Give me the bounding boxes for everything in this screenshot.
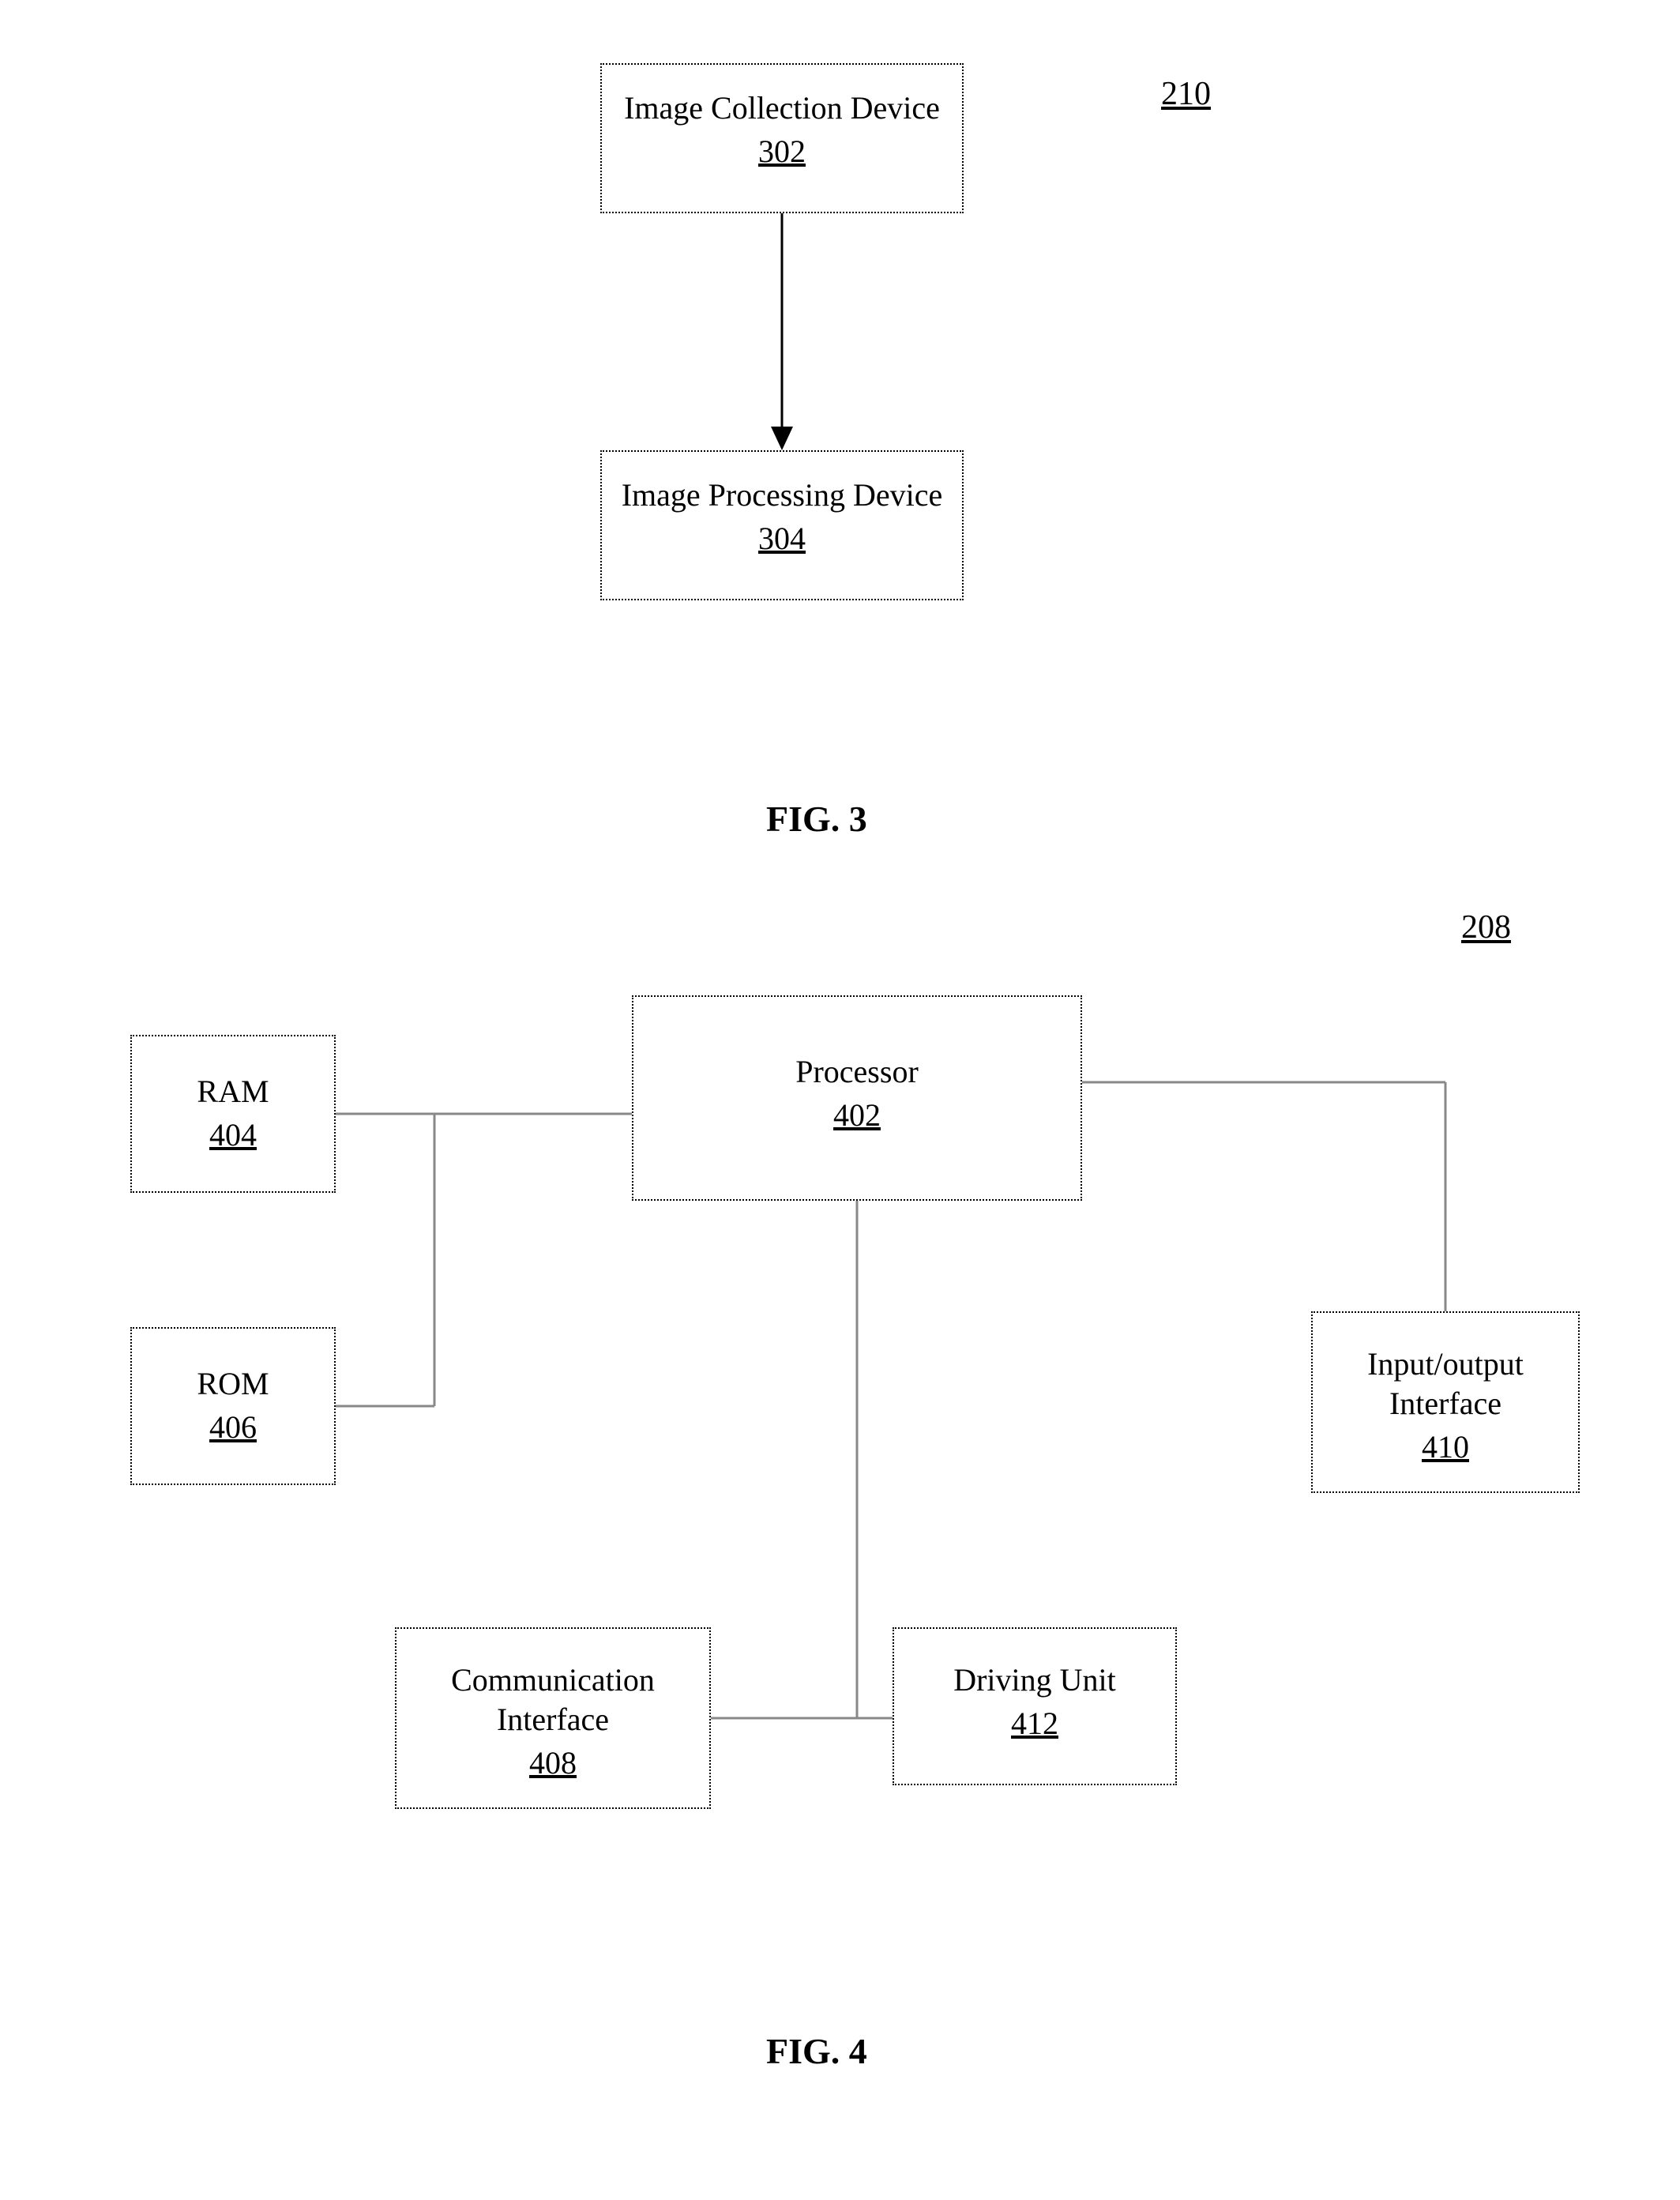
node-driving-unit: Driving Unit 412	[893, 1627, 1177, 1785]
fig3-ref-label: 210	[1161, 75, 1211, 113]
node-image-collection: Image Collection Device 302	[600, 63, 964, 213]
node-ref: 402	[633, 1096, 1081, 1134]
node-ref: 406	[132, 1408, 334, 1446]
node-processor: Processor 402	[632, 995, 1082, 1201]
node-label: Image Collection Device	[602, 88, 962, 128]
node-label: Driving Unit	[894, 1660, 1175, 1700]
node-io-interface: Input/output Interface 410	[1311, 1311, 1580, 1493]
node-ref: 404	[132, 1116, 334, 1153]
node-image-processing: Image Processing Device 304	[600, 450, 964, 600]
node-comm-interface: Communication Interface 408	[395, 1627, 711, 1809]
node-label: ROM	[132, 1364, 334, 1404]
fig3-caption: FIG. 3	[766, 798, 867, 840]
fig4-caption: FIG. 4	[766, 2030, 867, 2072]
page: 210 Image Collection Device 302 Image Pr…	[0, 0, 1680, 2200]
node-ref: 408	[397, 1744, 709, 1781]
node-ref: 304	[602, 520, 962, 557]
node-label: Image Processing Device	[602, 476, 962, 515]
node-ref: 412	[894, 1705, 1175, 1742]
node-rom: ROM 406	[130, 1327, 336, 1485]
node-label: Communication Interface	[397, 1660, 709, 1739]
node-ram: RAM 404	[130, 1035, 336, 1193]
fig3-arrow-head	[771, 427, 793, 450]
node-label: RAM	[132, 1072, 334, 1111]
node-ref: 410	[1313, 1428, 1578, 1465]
node-ref: 302	[602, 133, 962, 170]
node-label: Processor	[633, 1052, 1081, 1092]
fig4-ref-label: 208	[1461, 908, 1511, 946]
node-label: Input/output Interface	[1313, 1344, 1578, 1423]
